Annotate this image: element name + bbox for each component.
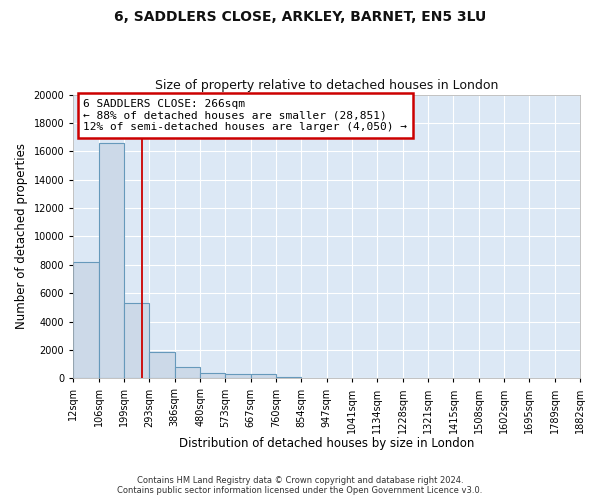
Bar bbox=[251, 374, 276, 378]
Bar bbox=[226, 374, 251, 378]
Bar bbox=[124, 303, 149, 378]
Title: Size of property relative to detached houses in London: Size of property relative to detached ho… bbox=[155, 79, 499, 92]
Y-axis label: Number of detached properties: Number of detached properties bbox=[15, 144, 28, 330]
Text: Contains HM Land Registry data © Crown copyright and database right 2024.
Contai: Contains HM Land Registry data © Crown c… bbox=[118, 476, 482, 495]
X-axis label: Distribution of detached houses by size in London: Distribution of detached houses by size … bbox=[179, 437, 475, 450]
Bar bbox=[73, 262, 99, 378]
Bar bbox=[99, 143, 124, 378]
Bar bbox=[149, 352, 175, 378]
Text: 6 SADDLERS CLOSE: 266sqm
← 88% of detached houses are smaller (28,851)
12% of se: 6 SADDLERS CLOSE: 266sqm ← 88% of detach… bbox=[83, 99, 407, 132]
Text: 6, SADDLERS CLOSE, ARKLEY, BARNET, EN5 3LU: 6, SADDLERS CLOSE, ARKLEY, BARNET, EN5 3… bbox=[114, 10, 486, 24]
Bar bbox=[276, 377, 301, 378]
Bar bbox=[200, 374, 226, 378]
Bar bbox=[175, 367, 200, 378]
